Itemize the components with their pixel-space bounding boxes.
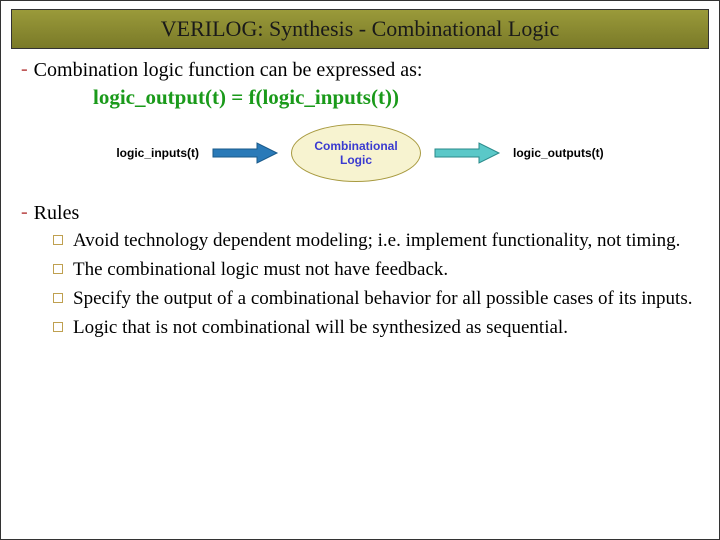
- arrow-left-icon: [211, 141, 279, 165]
- rule-text: Logic that is not combinational will be …: [73, 315, 568, 340]
- rule-item: Specify the output of a combinational be…: [53, 286, 699, 311]
- intro-bullet: - Combination logic function can be expr…: [21, 57, 699, 83]
- diagram: logic_inputs(t) Combinational Logic logi…: [21, 124, 699, 182]
- rule-text: Specify the output of a combinational be…: [73, 286, 692, 311]
- arrow-right-icon: [433, 141, 501, 165]
- square-bullet-icon: [53, 293, 63, 303]
- combinational-oval: Combinational Logic: [291, 124, 421, 182]
- slide-title: VERILOG: Synthesis - Combinational Logic: [11, 9, 709, 49]
- content-area: - Combination logic function can be expr…: [1, 49, 719, 340]
- output-label: logic_outputs(t): [513, 146, 604, 160]
- dash-icon: -: [21, 57, 28, 81]
- oval-line2: Logic: [314, 153, 397, 167]
- rule-text: Avoid technology dependent modeling; i.e…: [73, 228, 680, 253]
- rule-item: The combinational logic must not have fe…: [53, 257, 699, 282]
- square-bullet-icon: [53, 264, 63, 274]
- slide: VERILOG: Synthesis - Combinational Logic…: [0, 0, 720, 540]
- rule-item: Logic that is not combinational will be …: [53, 315, 699, 340]
- equation: logic_output(t) = f(logic_inputs(t)): [21, 85, 699, 110]
- dash-icon: -: [21, 200, 28, 224]
- rules-list: Avoid technology dependent modeling; i.e…: [53, 228, 699, 340]
- rules-heading: Rules: [34, 200, 80, 226]
- square-bullet-icon: [53, 322, 63, 332]
- intro-text: Combination logic function can be expres…: [34, 57, 423, 83]
- square-bullet-icon: [53, 235, 63, 245]
- input-label: logic_inputs(t): [116, 146, 199, 160]
- rule-item: Avoid technology dependent modeling; i.e…: [53, 228, 699, 253]
- rule-text: The combinational logic must not have fe…: [73, 257, 448, 282]
- rules-heading-row: - Rules: [21, 200, 699, 226]
- oval-line1: Combinational: [314, 139, 397, 153]
